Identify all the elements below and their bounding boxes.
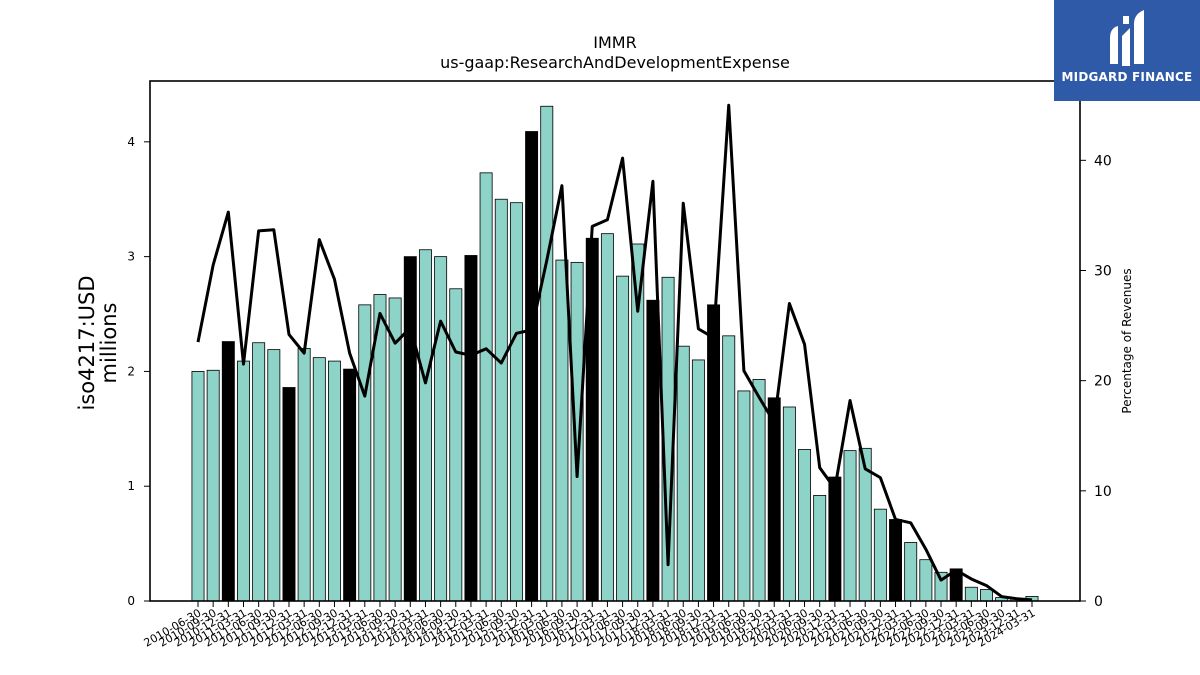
bar-2016-09-30 bbox=[570, 261, 584, 602]
chart-title: IMMR bbox=[593, 33, 636, 52]
bar-2017-03-31 bbox=[600, 233, 614, 602]
bar-2018-12-31 bbox=[707, 304, 721, 602]
plot-area-frame bbox=[149, 80, 1081, 602]
bar-2021-12-31 bbox=[889, 519, 902, 602]
y-right-tick-label-20: 20 bbox=[1094, 374, 1112, 390]
percentage-of-revenues-line bbox=[196, 103, 1033, 602]
bar-2019-12-31 bbox=[767, 397, 781, 602]
y-left-tick-label-2: 2 bbox=[127, 364, 135, 378]
bar-2010-12-31 bbox=[221, 341, 235, 602]
bar-2017-12-31 bbox=[646, 299, 660, 602]
bar-2014-12-31 bbox=[464, 255, 478, 602]
bar-2010-09-30 bbox=[206, 369, 220, 602]
bar-2011-06-30 bbox=[252, 342, 266, 602]
logo-text: MIDGARD FINANCE bbox=[1061, 70, 1193, 84]
bar-2015-09-30 bbox=[509, 202, 523, 602]
bar-2021-09-30 bbox=[873, 508, 887, 602]
bar-2018-09-30 bbox=[691, 359, 705, 602]
bar-2020-03-31 bbox=[782, 406, 796, 602]
bar-2013-12-31 bbox=[403, 256, 417, 602]
y-left-tick-label-3: 3 bbox=[127, 250, 135, 264]
y-axis-left: 0 1 2 3 4 bbox=[127, 135, 150, 608]
bar-2019-09-30 bbox=[752, 379, 766, 602]
bar-2010-06-30 bbox=[191, 371, 205, 602]
bar-2019-06-30 bbox=[737, 390, 751, 602]
bar-2020-12-31 bbox=[828, 476, 842, 602]
y-right-tick-label-0: 0 bbox=[1094, 594, 1103, 610]
bar-2013-03-31 bbox=[358, 304, 372, 602]
bar-2016-03-31 bbox=[540, 105, 554, 602]
y-axis-right-label: Percentage of Revenues bbox=[1120, 268, 1134, 413]
bar-2023-06-30 bbox=[980, 589, 993, 602]
bar-2017-06-30 bbox=[616, 275, 630, 602]
y-left-tick-label-4: 4 bbox=[127, 135, 135, 149]
bar-2016-06-30 bbox=[555, 259, 569, 602]
y-axis-left-label-line-2: millions bbox=[97, 303, 121, 384]
bar-2020-06-30 bbox=[798, 449, 812, 602]
bar-2015-03-31 bbox=[479, 172, 493, 602]
y-axis-left-label-line-1: iso4217:USD bbox=[75, 275, 99, 410]
brand-logo: MIDGARD FINANCE bbox=[1054, 0, 1200, 101]
bar-2023-03-31 bbox=[964, 586, 978, 602]
y-right-tick-label-40: 40 bbox=[1094, 153, 1112, 169]
bar-2014-09-30 bbox=[449, 288, 463, 602]
bar-2014-06-30 bbox=[434, 256, 448, 602]
chart-subtitle: us-gaap:ResearchAndDevelopmentExpense bbox=[440, 53, 790, 72]
bar-2014-03-31 bbox=[418, 249, 432, 602]
y-left-tick-label-1: 1 bbox=[127, 479, 135, 493]
bar-2020-09-30 bbox=[813, 494, 827, 602]
bar-2015-12-31 bbox=[525, 131, 539, 602]
bar-2011-09-30 bbox=[267, 349, 281, 602]
logo-mark-icon bbox=[1110, 10, 1144, 66]
bar-2012-03-31 bbox=[297, 348, 311, 602]
bar-2019-03-31 bbox=[722, 335, 736, 602]
line-series bbox=[196, 103, 1033, 602]
y-right-tick-label-30: 30 bbox=[1094, 263, 1112, 279]
bar-2022-06-30 bbox=[919, 559, 933, 602]
y-axis-right: 0 10 20 30 40 bbox=[1080, 153, 1112, 610]
y-right-tick-label-10: 10 bbox=[1094, 484, 1112, 500]
bar-2022-03-31 bbox=[904, 542, 918, 602]
bar-2011-12-31 bbox=[282, 387, 296, 602]
bar-2021-03-31 bbox=[843, 450, 857, 602]
bar-2015-06-30 bbox=[494, 198, 508, 602]
bar-2018-06-30 bbox=[676, 345, 690, 602]
bar-2012-12-31 bbox=[343, 368, 357, 602]
y-left-tick-label-0: 0 bbox=[127, 594, 135, 608]
bar-series bbox=[191, 105, 1039, 602]
bar-2012-09-30 bbox=[328, 360, 341, 602]
x-axis: 2010-06-302010-09-302010-12-312011-03-31… bbox=[142, 601, 1038, 650]
bar-2011-03-31 bbox=[237, 360, 250, 602]
bar-2012-06-30 bbox=[312, 357, 326, 602]
